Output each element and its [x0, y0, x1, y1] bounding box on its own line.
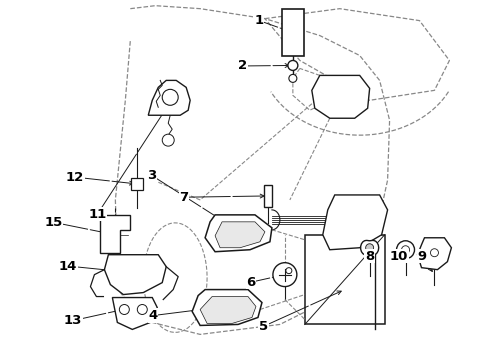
Text: 14: 14: [59, 260, 77, 273]
Text: 3: 3: [147, 169, 157, 182]
Circle shape: [273, 263, 297, 287]
Text: 11: 11: [88, 208, 106, 221]
Circle shape: [120, 305, 129, 315]
Polygon shape: [361, 240, 379, 255]
Polygon shape: [200, 297, 256, 323]
Text: 1: 1: [254, 14, 263, 27]
Polygon shape: [205, 215, 272, 252]
Polygon shape: [305, 235, 385, 324]
Text: 2: 2: [238, 59, 247, 72]
Polygon shape: [264, 185, 272, 207]
Polygon shape: [312, 75, 369, 118]
Circle shape: [401, 246, 410, 254]
Circle shape: [396, 241, 415, 259]
Polygon shape: [417, 238, 451, 270]
Polygon shape: [215, 222, 265, 248]
Text: 6: 6: [246, 276, 255, 289]
Polygon shape: [104, 255, 166, 294]
Circle shape: [289, 75, 297, 82]
Polygon shape: [131, 178, 143, 190]
Polygon shape: [112, 298, 157, 329]
Polygon shape: [282, 9, 304, 57]
Polygon shape: [148, 80, 190, 115]
Circle shape: [366, 244, 374, 252]
Polygon shape: [323, 195, 388, 250]
Text: 12: 12: [66, 171, 84, 184]
Circle shape: [286, 268, 292, 274]
Text: 9: 9: [417, 249, 426, 262]
Polygon shape: [100, 215, 130, 253]
Text: 15: 15: [44, 216, 63, 229]
Circle shape: [137, 305, 147, 315]
Text: 4: 4: [148, 309, 158, 322]
Text: 10: 10: [390, 249, 408, 262]
Circle shape: [431, 249, 439, 257]
Text: 8: 8: [365, 249, 374, 262]
Text: 5: 5: [259, 320, 268, 333]
Circle shape: [162, 89, 178, 105]
Circle shape: [162, 134, 174, 146]
Circle shape: [288, 60, 298, 71]
Polygon shape: [192, 289, 262, 325]
Text: 13: 13: [64, 314, 82, 327]
Text: 7: 7: [179, 191, 189, 204]
